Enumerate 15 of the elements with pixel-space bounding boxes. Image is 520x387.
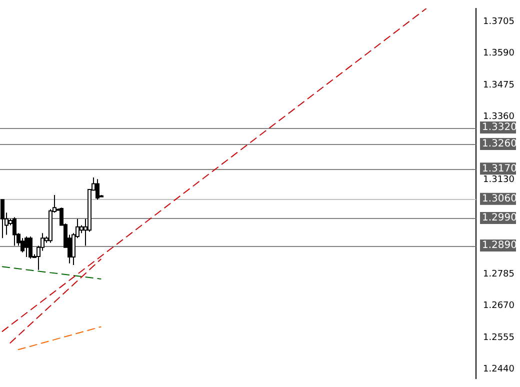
ref-line-label: 1.2990 [482,212,517,224]
y-tick-label: 1.3130 [483,174,515,185]
y-tick-label: 1.2440 [483,364,515,374]
y-tick-label: 1.3590 [483,48,515,59]
y-tick-label: 1.3475 [483,80,514,90]
ref-line-label: 1.3260 [482,138,517,150]
y-tick-label: 1.2555 [483,332,514,343]
ref-line-label: 1.3060 [482,193,517,204]
ref-line-label: 1.2890 [482,240,517,252]
ref-line-label: 1.3170 [482,163,517,174]
y-tick-label: 1.2670 [483,301,515,312]
ref-line-label: 1.3320 [482,122,517,134]
y-tick-label: 1.3360 [483,112,515,122]
y-tick-label: 1.3705 [483,17,514,28]
y-tick-label: 1.2785 [483,270,514,280]
